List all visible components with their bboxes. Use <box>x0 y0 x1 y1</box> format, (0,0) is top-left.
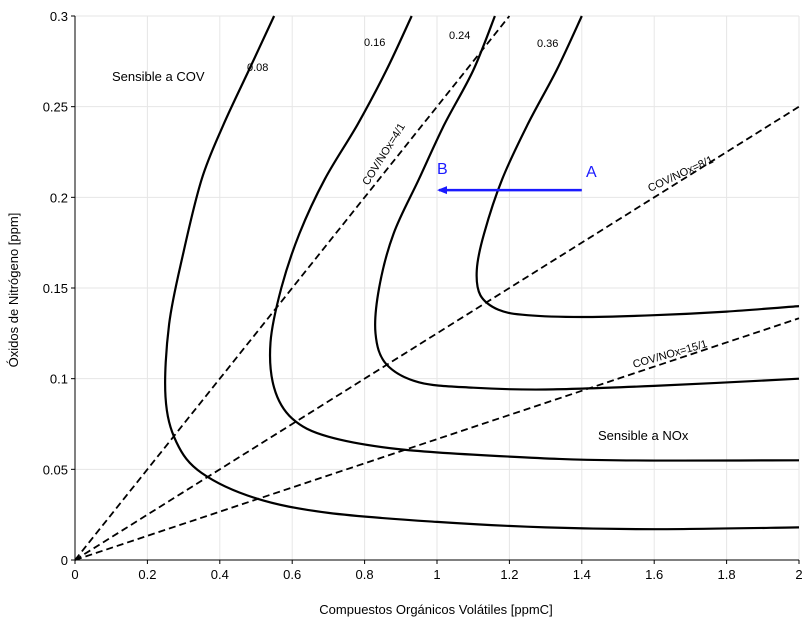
y-tick-label: 0.3 <box>50 9 68 24</box>
isopleth-0.08 <box>164 15 800 531</box>
ratio-lines <box>74 15 800 561</box>
x-tick-label: 1.6 <box>645 567 663 582</box>
x-tick-label: 1.4 <box>573 567 591 582</box>
x-tick-label: 1.8 <box>718 567 736 582</box>
grid <box>75 15 800 560</box>
region-label-cov: Sensible a COV <box>112 69 205 84</box>
y-tick-label: 0.25 <box>43 100 68 115</box>
isopleths <box>164 15 800 531</box>
y-tick-label: 0.15 <box>43 281 68 296</box>
isopleth-0.16 <box>268 15 800 462</box>
tick-labels: 0 0.2 0.4 0.6 0.8 1 1.2 1.4 1.6 1.8 2 0 0.05 0.1 0.15 0… <box>43 9 803 582</box>
x-tick-label: 2 <box>795 567 802 582</box>
isopleth-0.36 <box>475 15 800 319</box>
ratio-line-COV/NOx=4/1 <box>74 15 511 561</box>
y-tick-label: 0.2 <box>50 190 68 205</box>
x-tick-label: 0.6 <box>283 567 301 582</box>
x-tick-label: 0 <box>71 567 78 582</box>
isopleth-label-0.08: 0.08 <box>247 62 268 74</box>
isopleth-0.24 <box>374 15 800 391</box>
axes <box>71 15 800 564</box>
ratio-label-8-1: COV/NOx=8/1 <box>646 154 715 195</box>
x-tick-label: 0.8 <box>356 567 374 582</box>
x-tick-label: 1 <box>433 567 440 582</box>
y-tick-label: 0.05 <box>43 462 68 477</box>
ratio-label-4-1: COV/NOx=4/1 <box>360 121 408 187</box>
x-axis-label: Compuestos Orgánicos Volátiles [ppmC] <box>319 602 552 617</box>
y-tick-label: 0 <box>61 553 68 568</box>
y-tick-label: 0.1 <box>50 372 68 387</box>
y-axis-label: Óxidos de Nitrógeno [ppm] <box>6 213 21 368</box>
isopleth-label-0.16: 0.16 <box>364 37 385 49</box>
ratio-line-COV/NOx=15/1 <box>74 317 800 561</box>
point-label-b: B <box>437 161 448 178</box>
isopleth-label-0.24: 0.24 <box>449 30 470 42</box>
x-tick-label: 1.2 <box>500 567 518 582</box>
point-label-a: A <box>586 164 597 181</box>
region-label-nox: Sensible a NOx <box>598 428 689 443</box>
x-tick-label: 0.2 <box>138 567 156 582</box>
x-tick-label: 0.4 <box>211 567 229 582</box>
ratio-label-15-1: COV/NOx=15/1 <box>632 338 709 371</box>
isopleth-label-0.36: 0.36 <box>537 38 558 50</box>
